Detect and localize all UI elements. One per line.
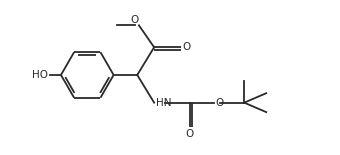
Text: O: O [185,129,194,139]
Text: O: O [215,98,223,108]
Text: HO: HO [32,70,48,80]
Text: O: O [183,42,191,52]
Text: O: O [130,15,138,25]
Text: HN: HN [156,98,171,108]
